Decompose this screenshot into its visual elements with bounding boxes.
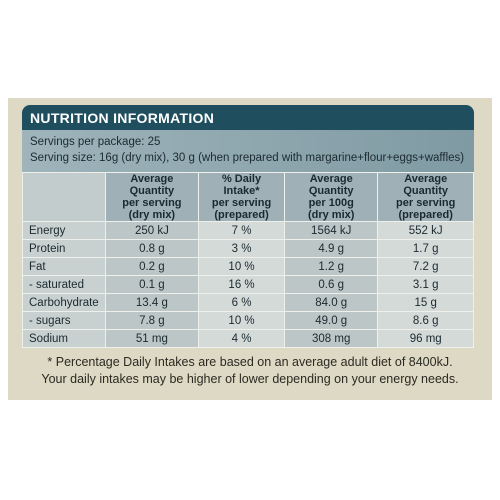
nutrient-value: 1564 kJ: [283, 221, 379, 240]
nutrient-value: 10 %: [198, 311, 285, 330]
nutrient-row: Energy 250 kJ 7 % 1564 kJ 552 kJ: [22, 221, 474, 240]
header-line: per serving: [211, 197, 272, 209]
nutrient-value: 96 mg: [377, 329, 474, 348]
nutrient-value: 16 %: [198, 275, 285, 294]
nutrient-value: 0.8 g: [104, 239, 200, 258]
footnote-line: * Percentage Daily Intakes are based on …: [47, 355, 453, 369]
nutrient-value: 0.6 g: [283, 275, 379, 294]
nutrient-value: 8.6 g: [377, 311, 474, 330]
nutrient-row: Sodium 51 mg 4 % 308 mg 96 mg: [22, 329, 474, 348]
header-row: Average Quantity per serving (dry mix)% Da…: [22, 172, 474, 222]
nutrient-value: 4 %: [198, 329, 285, 348]
nutrient-value: 4.9 g: [283, 239, 379, 258]
nutrient-value: 3 %: [198, 239, 285, 258]
nutrient-value: 10 %: [198, 257, 285, 276]
header-line: per serving: [122, 197, 182, 209]
column-header: Average Quantity per serving (prepared): [377, 172, 474, 222]
nutrition-table: Average Quantity per serving (dry mix)% Da…: [22, 172, 474, 348]
nutrient-label: - sugars: [22, 311, 106, 330]
nutrient-row: - saturated 0.1 g 16 % 0.6 g 3.1 g: [22, 275, 474, 294]
label-panel: NUTRITION INFORMATION Servings per packa…: [8, 98, 492, 400]
column-header: Average Quantity per serving (dry mix): [104, 172, 200, 222]
servings-per-package: Servings per package: 25: [30, 136, 161, 148]
nutrient-value: 552 kJ: [377, 221, 474, 240]
nutrient-value: 308 mg: [283, 329, 379, 348]
servings: Servings per package: 25 Serving size: 1…: [22, 130, 474, 172]
nutrient-value: 13.4 g: [104, 293, 200, 312]
nutrient-value: 7.2 g: [377, 257, 474, 276]
nutrient-label: Fat: [22, 257, 106, 276]
nutrient-label: Carbohydrate: [22, 293, 106, 312]
nutrient-value: 84.0 g: [283, 293, 379, 312]
nutrient-row: Fat 0.2 g 10 % 1.2 g 7.2 g: [22, 257, 474, 276]
nutrient-value: 1.2 g: [283, 257, 379, 276]
footnote-line: Your daily intakes may be higher of lowe…: [41, 372, 459, 386]
column-header: % Daily Intake* per serving (prepared): [198, 172, 285, 222]
footnote: * Percentage Daily Intakes are based on …: [8, 354, 492, 388]
nutrient-value: 6 %: [198, 293, 285, 312]
title: NUTRITION INFORMATION: [22, 105, 474, 130]
header-line: Average Quantity: [129, 173, 175, 197]
header-line: (dry mix): [128, 209, 176, 221]
nutrient-value: 3.1 g: [377, 275, 474, 294]
column-header: Average Quantity per 100g (dry mix): [283, 172, 379, 222]
header-line: (prepared): [214, 209, 269, 221]
header-line: (prepared): [398, 209, 453, 221]
nutrient-label: Protein: [22, 239, 106, 258]
nutrient-value: 7 %: [198, 221, 285, 240]
nutrient-label: Energy: [22, 221, 106, 240]
header-cell: [22, 172, 106, 222]
nutrient-value: 51 mg: [104, 329, 200, 348]
nutrient-value: 1.7 g: [377, 239, 474, 258]
header-line: (dry mix): [307, 209, 355, 221]
nutrient-value: 7.8 g: [104, 311, 200, 330]
header-line: per 100g: [308, 197, 354, 209]
header-line: Average Quantity: [308, 173, 354, 197]
nutrient-value: 250 kJ: [104, 221, 200, 240]
nutrient-value: 0.2 g: [104, 257, 200, 276]
nutrient-label: Sodium: [22, 329, 106, 348]
nutrient-value: 15 g: [377, 293, 474, 312]
nutrient-label: - saturated: [22, 275, 106, 294]
nutrient-value: 0.1 g: [104, 275, 200, 294]
header-line: per serving: [396, 197, 456, 209]
header-line: % Daily Intake*: [221, 173, 262, 197]
header-line: Average Quantity: [403, 173, 448, 197]
serving-size: Serving size: 16g (dry mix), 30 g (when …: [30, 152, 465, 164]
nutrient-row: - sugars 7.8 g 10 % 49.0 g 8.6 g: [22, 311, 474, 330]
nutrient-value: 49.0 g: [283, 311, 379, 330]
